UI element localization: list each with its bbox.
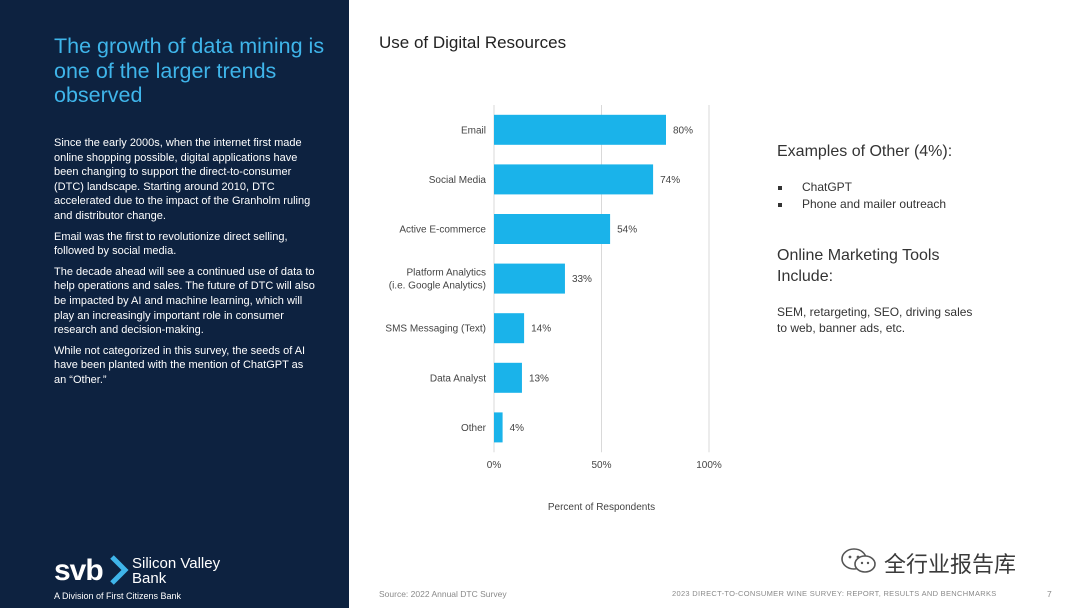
bar — [494, 214, 611, 244]
x-tick-label: 50% — [591, 460, 611, 471]
value-label: 74% — [660, 175, 680, 186]
bullet-square-icon — [778, 202, 782, 207]
paragraph: The decade ahead will see a continued us… — [54, 265, 315, 337]
bar — [494, 164, 654, 195]
category-label: Data Analyst — [430, 373, 486, 384]
category-label: Active E-commerce — [399, 225, 486, 236]
value-label: 13% — [529, 373, 549, 384]
other-examples-list: ChatGPT Phone and mailer outreach — [777, 179, 946, 212]
list-item-text: Phone and mailer outreach — [802, 196, 947, 211]
category-label: SMS Messaging (Text) — [385, 324, 486, 335]
sidebar-body: Since the early 2000s, when the internet… — [54, 136, 316, 394]
watermark-text: 全行业报告库 — [884, 552, 1017, 577]
value-label: 33% — [572, 274, 592, 285]
category-label: Email — [461, 125, 486, 136]
wechat-icon — [841, 548, 876, 573]
other-examples-title: Examples of Other (4%): — [777, 143, 953, 160]
bar — [494, 114, 666, 145]
value-label: 54% — [617, 225, 637, 236]
chart-title: Use of Digital Resources — [379, 33, 567, 52]
bar — [494, 263, 565, 294]
x-tick-label: 100% — [696, 460, 722, 471]
paragraph: Email was the first to revolutionize dir… — [54, 230, 288, 258]
bar-chart: 0% 50% 100% 80% Email 74% Social Media 54% Activ… — [385, 105, 722, 513]
online-tools-title: Online Marketing Tools Include: — [777, 247, 940, 285]
bar — [494, 362, 522, 393]
category-label: Platform Analytics (i.e. Google Analytics… — [389, 268, 486, 292]
value-label: 14% — [531, 324, 551, 335]
category-label: Social Media — [429, 175, 487, 186]
page-number: 7 — [1047, 589, 1052, 599]
logo-subtitle: A Division of First Citizens Bank — [54, 591, 182, 601]
headline: The growth of data mining is one of the … — [54, 34, 325, 107]
chevron-right-icon — [110, 555, 129, 585]
source-note: Source: 2022 Annual DTC Survey — [379, 589, 507, 599]
logo-mark: svb — [54, 554, 104, 587]
paragraph: While not categorized in this survey, th… — [54, 344, 306, 386]
value-label: 4% — [510, 423, 525, 434]
category-label: Other — [461, 423, 487, 434]
report-footer: 2023 DIRECT-TO-CONSUMER WINE SURVEY: REP… — [672, 589, 997, 598]
bar — [494, 313, 525, 344]
svb-logo: svb Silicon Valley Bank A Division of Fi… — [54, 554, 254, 602]
bullet-square-icon — [778, 186, 782, 190]
sidebar-panel: The growth of data mining is one of the … — [0, 0, 349, 608]
paragraph: Since the early 2000s, when the internet… — [54, 137, 311, 222]
watermark: 全行业报告库 — [840, 545, 1040, 577]
x-tick-label: 0% — [487, 460, 502, 471]
x-axis-label: Percent of Respondents — [548, 502, 655, 513]
value-label: 80% — [673, 125, 693, 136]
list-item-text: ChatGPT — [802, 180, 853, 194]
list-item: Phone and mailer outreach — [777, 196, 946, 213]
bar — [494, 412, 503, 443]
online-tools-text: SEM, retargeting, SEO, driving sales to … — [777, 305, 973, 335]
logo-name: Silicon Valley Bank — [132, 555, 221, 587]
list-item: ChatGPT — [777, 179, 946, 196]
